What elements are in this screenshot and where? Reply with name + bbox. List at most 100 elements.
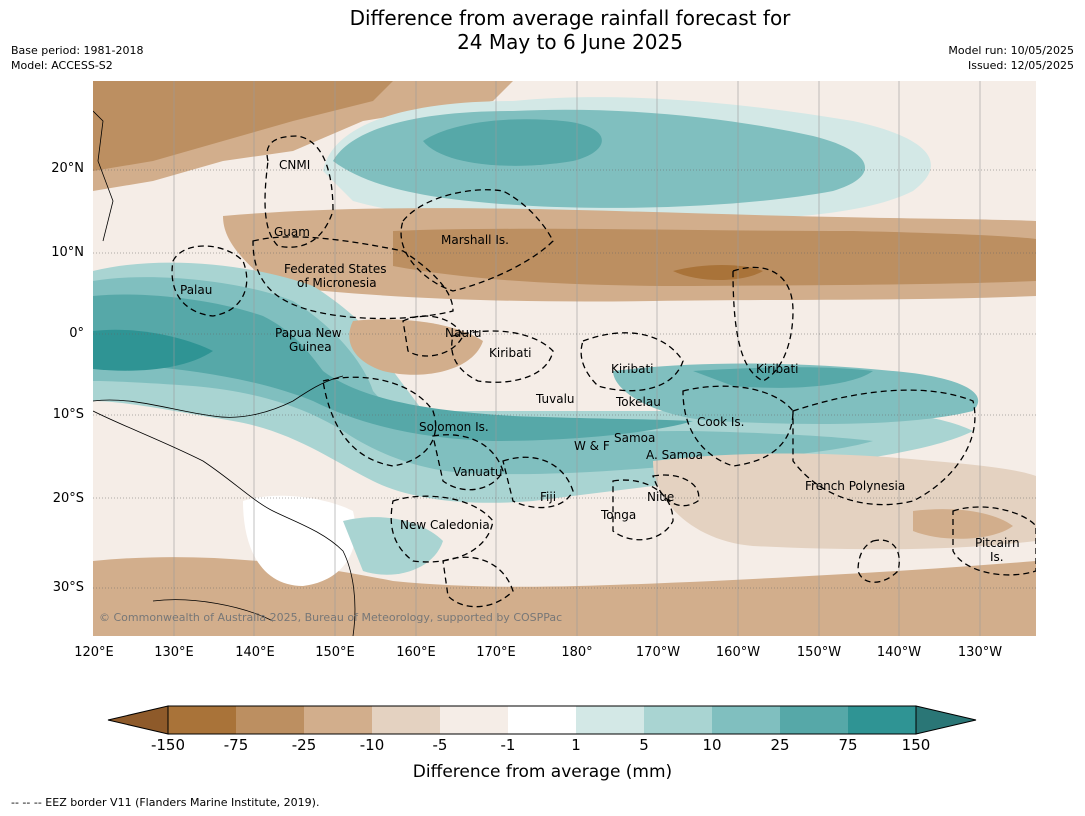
place-fsm-2: of Micronesia: [297, 276, 377, 290]
graticule: [173, 81, 981, 636]
colorbar-swatch-10: [780, 706, 848, 734]
issued-date: Issued: 12/05/2025: [967, 59, 1074, 72]
eez-borders: [171, 135, 1036, 608]
place-palau: Palau: [180, 283, 212, 297]
lat-tick-10s: 10°S: [52, 407, 84, 422]
title-line-2: 24 May to 6 June 2025: [457, 30, 683, 54]
coastlines: [93, 110, 356, 636]
colorbar-label-10: 25: [770, 736, 790, 754]
shade-wet-spcz-peak: [93, 329, 213, 371]
place-american-samoa: A. Samoa: [646, 448, 703, 462]
eez-kiribati-central: [580, 332, 684, 392]
eez-fsm: [252, 236, 454, 320]
place-tuvalu: Tuvalu: [535, 392, 575, 406]
colorbar-swatch-1: [168, 706, 236, 734]
eez-oeno: [857, 539, 900, 583]
title-line-1: Difference from average rainfall forecas…: [349, 6, 791, 30]
place-samoa: Samoa: [614, 431, 655, 445]
colorbar-label-12: 150: [901, 736, 931, 754]
shade-dry-pitcairn: [913, 509, 1013, 539]
colorbar-label-11: 75: [838, 736, 858, 754]
meta-left: Base period: 1981-2018 Model: ACCESS-S2: [11, 43, 143, 73]
coast-new-guinea: [93, 375, 344, 418]
colorbar-label-8: 5: [639, 736, 649, 754]
coast-asia: [93, 110, 114, 242]
lon-tick-170e: 170°E: [476, 645, 516, 660]
colorbar-label-1: -150: [150, 736, 186, 754]
place-tonga: Tonga: [600, 508, 636, 522]
eez-niue: [652, 474, 700, 507]
place-pitcairn-2: Is.: [990, 550, 1004, 564]
lat-tick-20n: 20°N: [51, 161, 84, 176]
place-french-polynesia: French Polynesia: [805, 479, 905, 493]
colorbar-label-7: 1: [571, 736, 581, 754]
shade-dry-equatorial-mid: [393, 228, 1036, 286]
colorbar-extend-high: [915, 705, 977, 735]
lon-tick-130e: 130°E: [154, 645, 194, 660]
lon-tick-140e: 140°E: [235, 645, 275, 660]
colorbar-swatch-3: [304, 706, 372, 734]
eez-footnote: -- -- -- EEZ border V11 (Flanders Marine…: [11, 796, 320, 809]
place-kiribati-2: Kiribati: [611, 362, 653, 376]
place-fiji: Fiji: [540, 490, 556, 504]
colorbar: [107, 705, 977, 735]
place-new-caledonia: New Caledonia: [400, 518, 490, 532]
eez-kiribati-east: [732, 266, 794, 382]
colorbar-swatch-4: [372, 706, 440, 734]
eez-vanuatu: [432, 434, 504, 491]
eez-kiribati-west: [451, 330, 554, 383]
lon-tick-150e: 150°E: [315, 645, 355, 660]
colorbar-swatch-2: [236, 706, 304, 734]
base-period: Base period: 1981-2018: [11, 44, 144, 57]
eez-palau: [171, 245, 248, 317]
colorbar-swatch-11: [848, 706, 916, 734]
place-tokelau: Tokelau: [615, 395, 661, 409]
latitude-lines: [93, 169, 1036, 589]
eez-cook: [682, 385, 794, 467]
lon-tick-180: 180°: [561, 645, 593, 660]
lat-tick-0: 0°: [69, 326, 84, 341]
coast-australia: [93, 410, 356, 636]
shade-wet-spcz-mid: [93, 277, 873, 475]
model-run: Model run: 10/05/2025: [948, 44, 1074, 57]
colorbar-swatch-7: [576, 706, 644, 734]
place-wallis-futuna: W & F: [574, 439, 610, 453]
eez-norfolk: [442, 556, 514, 608]
place-vanuatu: Vanuatu: [453, 465, 503, 479]
place-cook: Cook Is.: [697, 415, 744, 429]
colorbar-label-4: -10: [359, 736, 385, 754]
colorbar-outline: [167, 705, 917, 735]
rainfall-map[interactable]: CNMI Guam Marshall Is. Federated States …: [93, 81, 1036, 636]
model-name: Model: ACCESS-S2: [11, 59, 113, 72]
place-png-2: Guinea: [289, 340, 332, 354]
lon-tick-130w: 130°W: [957, 645, 1003, 660]
place-png-1: Papua New: [275, 326, 342, 340]
colorbar-label-5: -5: [432, 736, 448, 754]
shade-wet-spcz-core: [93, 294, 693, 441]
colorbar-label-6: -1: [500, 736, 516, 754]
lat-tick-30s: 30°S: [52, 580, 84, 595]
place-marshall: Marshall Is.: [441, 233, 509, 247]
chart-title: Difference from average rainfall forecas…: [0, 6, 1085, 54]
colorbar-label-3: -25: [291, 736, 317, 754]
shade-dry-equatorial-core: [673, 265, 763, 280]
eez-cnmi-guam: [264, 135, 334, 248]
eez-new-caledonia: [390, 495, 494, 563]
place-nauru: Nauru: [445, 326, 481, 340]
colorbar-swatch-9: [712, 706, 780, 734]
eez-nauru: [402, 315, 464, 357]
colorbar-title: Difference from average (mm): [412, 762, 673, 782]
colorbar-label-2: -75: [223, 736, 249, 754]
place-fsm-1: Federated States: [284, 262, 386, 276]
coast-south: [152, 599, 274, 622]
eez-tonga: [612, 479, 674, 541]
lat-tick-20s: 20°S: [52, 491, 84, 506]
colorbar-swatch-6: [508, 706, 576, 734]
colorbar-swatch-5: [440, 706, 508, 734]
colorbar-label-9: 10: [702, 736, 722, 754]
shade-wet-tasman: [343, 517, 443, 575]
eez-fiji: [502, 456, 574, 509]
place-pitcairn-1: Pitcairn: [975, 536, 1020, 550]
lon-tick-120e: 120°E: [74, 645, 114, 660]
colorbar-swatch-8: [644, 706, 712, 734]
